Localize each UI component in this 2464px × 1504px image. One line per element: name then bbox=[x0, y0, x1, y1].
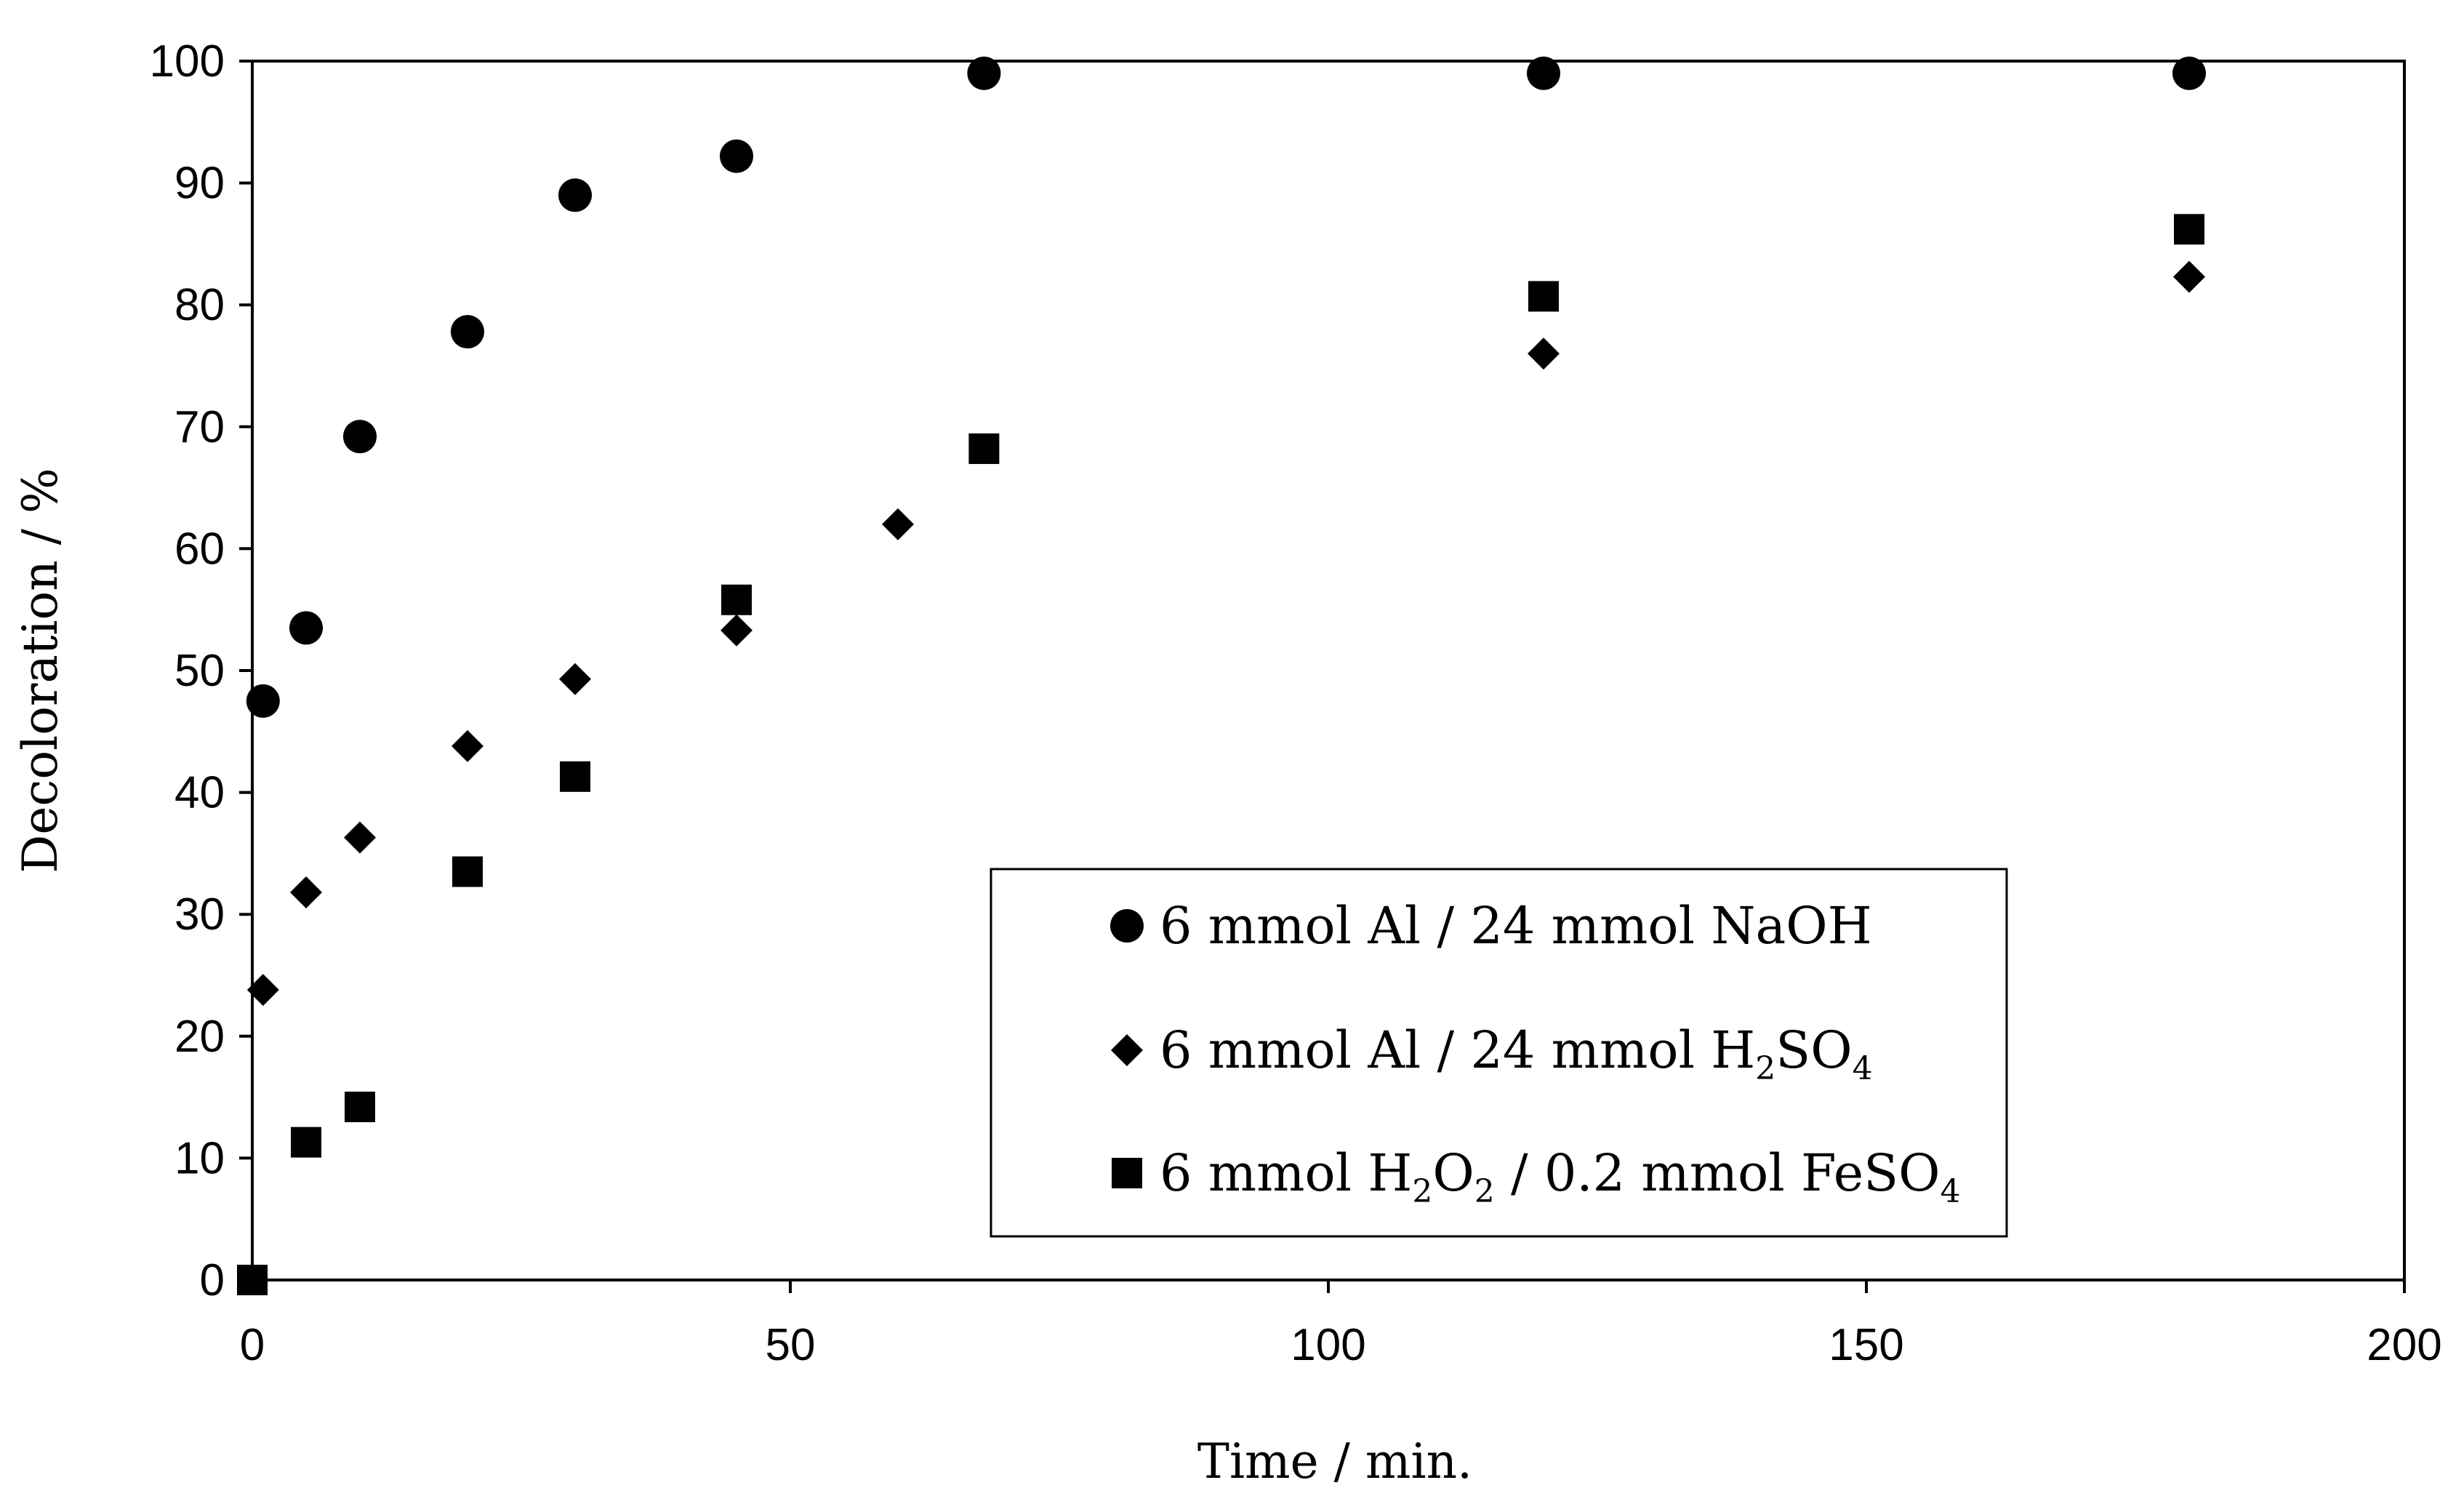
diamond-legend-icon bbox=[1111, 1034, 1143, 1066]
diamond-data-point bbox=[452, 729, 483, 762]
y-axis-ticks: 0 10 20 30 40 50 60 70 80 90 100 bbox=[150, 36, 252, 1305]
circle-data-point bbox=[967, 56, 1001, 90]
y-tick-label: 10 bbox=[174, 1133, 225, 1183]
legend-label: 6 mmol Al / 24 mmol NaOH bbox=[1160, 896, 1872, 956]
circle-data-point bbox=[289, 611, 323, 645]
y-tick-label: 90 bbox=[174, 159, 225, 209]
circle-data-point bbox=[451, 315, 484, 349]
square-data-point bbox=[1528, 281, 1559, 312]
y-axis-title: Decoloration / % bbox=[12, 468, 68, 873]
y-tick-label: 20 bbox=[174, 1012, 225, 1062]
square-data-point bbox=[345, 1092, 375, 1123]
circle-data-point bbox=[2172, 56, 2206, 90]
diamond-data-point bbox=[246, 974, 279, 1007]
data-markers bbox=[237, 56, 2206, 1295]
square-data-point bbox=[968, 433, 1000, 464]
square-data-point bbox=[721, 584, 752, 615]
y-tick-label: 50 bbox=[174, 646, 225, 696]
square-data-point bbox=[291, 1127, 321, 1158]
legend-item: 6 mmol H2O2 / 0.2 mmol FeSO4 bbox=[1112, 1143, 1960, 1210]
circle-legend-icon bbox=[1110, 909, 1144, 943]
diamond-data-point bbox=[1528, 337, 1560, 370]
legend-box bbox=[990, 868, 2008, 1238]
square-data-point bbox=[2174, 214, 2204, 245]
y-tick-label: 100 bbox=[150, 36, 225, 87]
circle-data-point bbox=[343, 420, 377, 454]
x-tick-label: 100 bbox=[1291, 1320, 1365, 1370]
legend-item: 6 mmol Al / 24 mmol NaOH bbox=[1110, 896, 1872, 956]
y-tick-label: 80 bbox=[174, 280, 225, 330]
diamond-data-point bbox=[882, 508, 914, 540]
y-tick-label: 60 bbox=[174, 524, 225, 574]
y-tick-label: 0 bbox=[200, 1255, 225, 1305]
legend-label: 6 mmol H2O2 / 0.2 mmol FeSO4 bbox=[1160, 1143, 1960, 1210]
circle-data-point bbox=[558, 178, 592, 212]
circle-data-point bbox=[246, 684, 280, 718]
circle-data-point bbox=[720, 139, 753, 173]
square-legend-icon bbox=[1112, 1158, 1142, 1188]
diamond-data-point bbox=[2173, 260, 2205, 293]
square-data-point bbox=[452, 856, 483, 887]
x-tick-label: 50 bbox=[766, 1320, 816, 1370]
x-tick-label: 150 bbox=[1829, 1320, 1903, 1370]
x-tick-label: 200 bbox=[2367, 1320, 2441, 1370]
y-tick-label: 30 bbox=[174, 889, 225, 940]
diamond-data-point bbox=[721, 614, 753, 647]
legend-item: 6 mmol Al / 24 mmol H2SO4 bbox=[1111, 1020, 1873, 1087]
legend-label: 6 mmol Al / 24 mmol H2SO4 bbox=[1160, 1020, 1873, 1087]
y-tick-label: 40 bbox=[174, 768, 225, 818]
circle-data-point bbox=[1527, 56, 1560, 90]
y-tick-label: 70 bbox=[174, 402, 225, 452]
legend: 6 mmol Al / 24 mmol NaOH 6 mmol Al / 24 m… bbox=[990, 868, 2008, 1238]
square-data-point bbox=[237, 1265, 268, 1295]
diamond-data-point bbox=[344, 821, 376, 854]
diamond-data-point bbox=[290, 876, 322, 909]
square-data-point bbox=[560, 761, 590, 792]
x-tick-label: 0 bbox=[240, 1320, 265, 1370]
x-axis-title: Time / min. bbox=[1197, 1433, 1472, 1489]
x-axis-ticks: 0 50 100 150 200 bbox=[240, 1280, 2442, 1370]
diamond-data-point bbox=[559, 663, 591, 695]
